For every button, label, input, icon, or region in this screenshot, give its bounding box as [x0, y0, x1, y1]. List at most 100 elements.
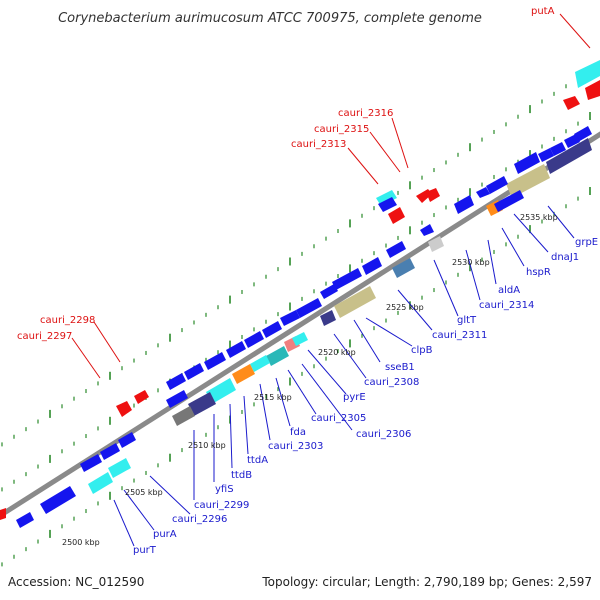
gene-label-yfiS[interactable]: yfiS — [215, 484, 234, 495]
gene-label-cauri-2296[interactable]: cauri_2296 — [172, 514, 227, 525]
gene-rev-b28[interactable] — [16, 512, 34, 528]
gene-rev-lightgray[interactable] — [428, 236, 444, 252]
gene-rev-b9[interactable] — [454, 195, 474, 214]
label-leaders — [71, 13, 591, 547]
gene-cauri-2297-shape[interactable] — [134, 390, 149, 404]
gene-cauri-2313-shape[interactable] — [376, 190, 397, 206]
gene-rev-steel[interactable] — [392, 258, 415, 278]
gene-rev-cyan3[interactable] — [250, 355, 270, 372]
scale-label: 2535 kbp — [520, 213, 558, 222]
gene-label-aldA[interactable]: aldA — [498, 285, 520, 296]
gene-label-gltT[interactable]: gltT — [457, 315, 477, 326]
gene-label-ttdB[interactable]: ttdB — [231, 470, 252, 481]
gene-forward-red-2[interactable] — [585, 80, 600, 100]
gene-label-grpE[interactable]: grpE — [575, 237, 598, 248]
gene-label-pyrE[interactable]: pyrE — [343, 392, 366, 403]
gene-label-cauri-2314[interactable]: cauri_2314 — [479, 300, 534, 311]
gene-label-cauri-2311[interactable]: cauri_2311 — [432, 330, 487, 341]
gene-rev-b17[interactable] — [262, 321, 282, 338]
scale-label: 2510 kbp — [188, 441, 226, 450]
scale-label: 2505 kbp — [125, 488, 163, 497]
gene-rev-b8[interactable] — [494, 190, 524, 212]
gene-rev-cyan5[interactable] — [108, 458, 131, 478]
scale-label: 2530 kbp — [452, 258, 490, 267]
gene-rev-teal1[interactable] — [266, 346, 289, 366]
gene-rev-orange2[interactable] — [232, 364, 255, 384]
gene-label-clpB[interactable]: clpB — [411, 345, 433, 356]
scale-labels: 2500 kbp 2505 kbp 2510 kbp 2515 kbp 2520… — [62, 213, 558, 547]
gene-rev-b4[interactable] — [538, 148, 554, 162]
gene-label-cauri-2303[interactable]: cauri_2303 — [268, 441, 323, 452]
scale-label: 2525 kbp — [386, 303, 424, 312]
gene-label-hspR[interactable]: hspR — [526, 267, 551, 278]
gene-forward-red-3[interactable] — [388, 207, 405, 224]
gene-rev-b21[interactable] — [184, 363, 204, 380]
gene-rev-navy1[interactable] — [546, 138, 592, 174]
gene-label-putA[interactable]: putA — [531, 6, 555, 17]
genome-title: Corynebacterium aurimucosum ATCC 700975,… — [58, 11, 482, 26]
gene-label-cauri-2315[interactable]: cauri_2315 — [314, 124, 369, 135]
gene-rev-b18[interactable] — [244, 331, 264, 348]
scale-label: 2520 kbp — [318, 348, 356, 357]
gene-rev-b13[interactable] — [332, 268, 362, 290]
gene-forward-red-1[interactable] — [563, 96, 580, 110]
gene-forward-red-5[interactable] — [426, 188, 440, 202]
gene-forward-blue-top[interactable] — [378, 197, 397, 212]
gene-rev-b6[interactable] — [486, 176, 508, 194]
gene-rev-b23[interactable] — [166, 390, 188, 408]
gene-forward-red-left[interactable] — [0, 508, 6, 520]
gene-label-cauri-2297[interactable]: cauri_2297 — [17, 331, 72, 342]
gene-putA-shape[interactable] — [575, 60, 600, 88]
gene-rev-b12[interactable] — [362, 257, 382, 275]
gene-label-ttdA[interactable]: ttdA — [247, 455, 268, 466]
gene-label-cauri-2313[interactable]: cauri_2313 — [291, 139, 346, 150]
gene-rev-olive2[interactable] — [334, 286, 376, 318]
gene-rev-b5[interactable] — [514, 152, 540, 174]
gene-label-purT[interactable]: purT — [133, 545, 157, 556]
gene-label-cauri-2298[interactable]: cauri_2298 — [40, 315, 95, 326]
gene-rev-navy3[interactable] — [188, 392, 216, 416]
scale-label: 2500 kbp — [62, 538, 100, 547]
genome-summary-text: Topology: circular; Length: 2,790,189 bp… — [261, 575, 592, 589]
scale-label: 2515 kbp — [254, 393, 292, 402]
gene-rev-b11[interactable] — [386, 241, 406, 258]
gene-rev-b7[interactable] — [476, 187, 490, 198]
gene-label-cauri-2306[interactable]: cauri_2306 — [356, 429, 411, 440]
gene-rev-navy2[interactable] — [320, 310, 336, 326]
gene-rev-cyan4[interactable] — [206, 378, 236, 404]
gene-rev-olive1[interactable] — [506, 164, 550, 198]
gene-rev-b3[interactable] — [550, 142, 566, 156]
genome-backbone — [0, 131, 600, 519]
gene-label-cauri-2308[interactable]: cauri_2308 — [364, 377, 419, 388]
gene-label-cauri-2305[interactable]: cauri_2305 — [311, 413, 366, 424]
gene-rev-b10[interactable] — [420, 224, 434, 236]
gene-rev-cyan6[interactable] — [88, 472, 113, 494]
gene-rev-b25[interactable] — [100, 443, 120, 460]
gene-label-dnaJ1[interactable]: dnaJ1 — [551, 252, 579, 263]
gene-rev-b22[interactable] — [166, 373, 186, 390]
gene-rev-b24[interactable] — [118, 432, 136, 448]
gene-rev-b15[interactable] — [296, 298, 322, 318]
gene-label-cauri-2316[interactable]: cauri_2316 — [338, 108, 393, 119]
gene-rev-b27[interactable] — [40, 486, 76, 514]
reverse-gene-labels: purT purA cauri_2296 cauri_2299 yfiS ttd… — [133, 237, 598, 556]
gene-rev-cyan2[interactable] — [292, 332, 308, 346]
gene-rev-gray[interactable] — [172, 406, 195, 426]
gene-rev-b19[interactable] — [226, 341, 246, 358]
gene-rev-b1[interactable] — [574, 126, 592, 142]
forward-gene-labels: putA cauri_2316 cauri_2315 cauri_2313 ca… — [17, 6, 555, 342]
gene-rev-b14[interactable] — [320, 284, 338, 299]
gene-label-sseB1[interactable]: sseB1 — [385, 362, 415, 373]
gene-label-cauri-2299[interactable]: cauri_2299 — [194, 500, 249, 511]
gene-cauri-2298-shape[interactable] — [116, 401, 132, 417]
gene-label-fda[interactable]: fda — [290, 427, 306, 438]
gene-rev-b2[interactable] — [564, 134, 580, 148]
gene-rev-b20[interactable] — [204, 352, 226, 370]
gene-rev-b16[interactable] — [280, 310, 300, 326]
reverse-strand-features — [16, 126, 592, 528]
accession-text: Accession: NC_012590 — [8, 575, 144, 589]
forward-strand-features — [0, 60, 600, 520]
gene-label-purA[interactable]: purA — [153, 529, 177, 540]
gene-rev-b26[interactable] — [80, 454, 102, 472]
